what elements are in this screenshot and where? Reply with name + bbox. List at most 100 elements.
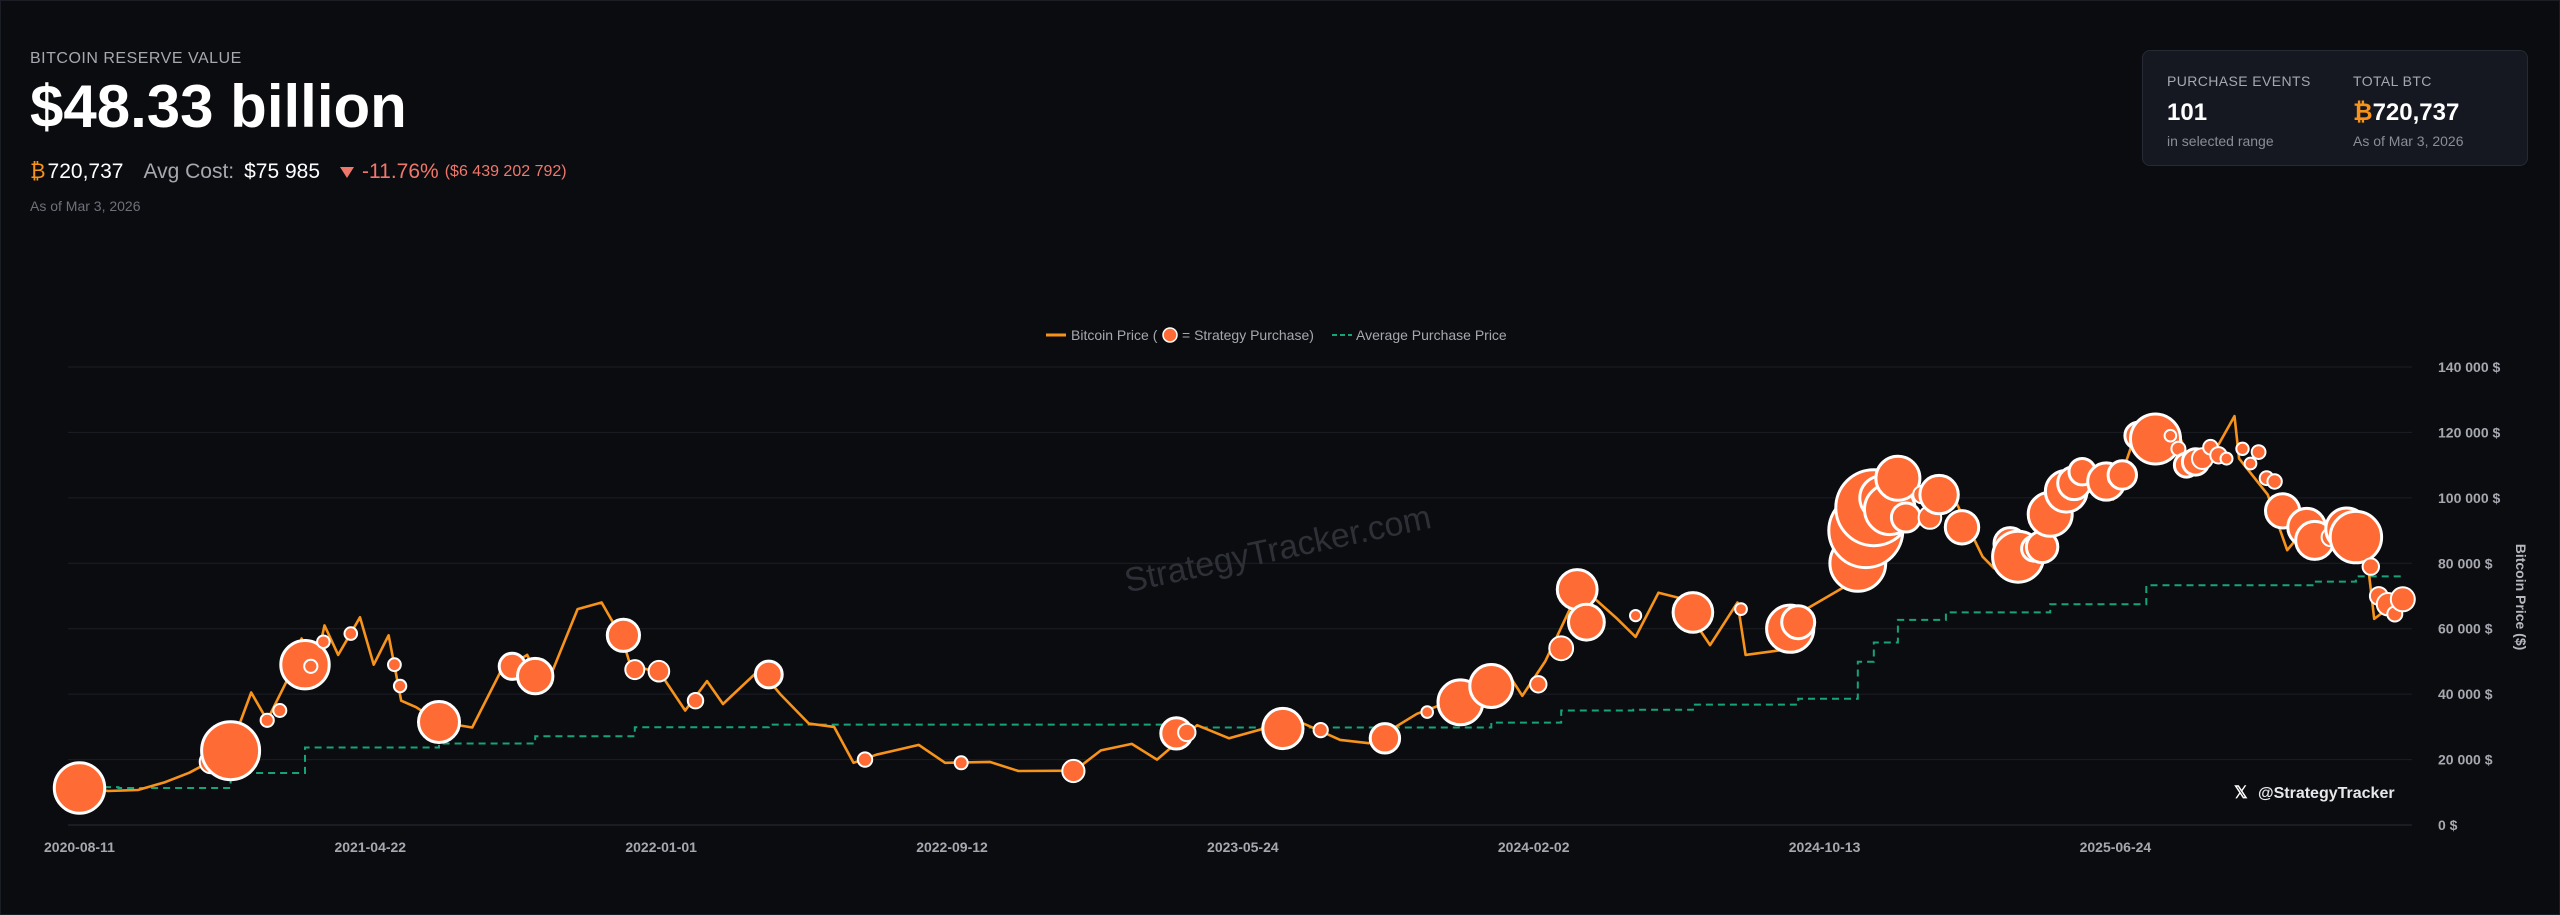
- purchase-marker[interactable]: [1780, 604, 1817, 641]
- x-tick-label: 2025-06-24: [2080, 839, 2152, 855]
- purchase-marker[interactable]: [1529, 675, 1548, 694]
- watermark: StrategyTracker.com: [1121, 498, 1434, 600]
- purchase-marker[interactable]: [2129, 412, 2182, 466]
- reserve-value: $48.33 billion: [30, 73, 407, 140]
- legend-purchase-label: = Strategy Purchase): [1182, 327, 1314, 343]
- purchase-marker[interactable]: [2219, 451, 2234, 466]
- y-tick-label: 140 000 $: [2438, 359, 2500, 375]
- purchase-marker[interactable]: [1671, 591, 1715, 634]
- as-of-date: As of Mar 3, 2026: [30, 198, 141, 214]
- purchase-marker[interactable]: [647, 659, 671, 683]
- purchase-marker[interactable]: [2389, 586, 2416, 613]
- avg-cost-label: Avg Cost:: [143, 160, 235, 183]
- purchase-marker[interactable]: [343, 626, 359, 641]
- purchase-marker[interactable]: [1312, 722, 1329, 739]
- x-logo-icon: 𝕏: [2234, 783, 2248, 802]
- purchase-marker[interactable]: [1177, 722, 1197, 743]
- purchase-marker[interactable]: [1734, 602, 1748, 616]
- purchase-marker[interactable]: [303, 658, 319, 674]
- purchase-marker[interactable]: [605, 617, 642, 653]
- purchase-marker[interactable]: [392, 678, 408, 694]
- purchase-marker[interactable]: [1261, 706, 1305, 751]
- total-btc-amount: 720,737: [2372, 99, 2460, 126]
- y-tick-label: 60 000 $: [2438, 621, 2493, 637]
- x-axis-ticks: 2020-08-11 2021-04-22 2022-01-01 2022-09-12…: [44, 839, 2151, 855]
- purchase-events-value: 101: [2167, 99, 2208, 126]
- purchase-marker[interactable]: [259, 712, 275, 728]
- btc-amount: 720,737: [47, 160, 124, 183]
- y-tick-label: 100 000 $: [2438, 490, 2500, 506]
- purchase-marker[interactable]: [1368, 722, 1402, 755]
- change-percent: -11.76%: [362, 160, 439, 183]
- purchase-marker[interactable]: [1567, 602, 1606, 642]
- y-tick-label: 20 000 $: [2438, 752, 2493, 768]
- legend-purchase-swatch: [1162, 327, 1178, 343]
- purchase-summary-card: PURCHASE EVENTS 101 in selected range TO…: [2142, 50, 2528, 166]
- x-tick-label: 2020-08-11: [44, 839, 115, 855]
- purchase-marker[interactable]: [316, 634, 331, 650]
- total-btc-stat: TOTAL BTC ₿720,737 As of Mar 3, 2026: [2353, 73, 2464, 149]
- purchase-marker[interactable]: [272, 703, 288, 718]
- purchase-marker[interactable]: [2163, 428, 2178, 443]
- purchase-marker[interactable]: [1061, 758, 1086, 784]
- purchase-marker[interactable]: [2266, 473, 2283, 490]
- purchase-events-stat: PURCHASE EVENTS 101 in selected range: [2167, 73, 2311, 149]
- btc-symbol-icon: ₿: [2353, 99, 2373, 126]
- legend-avg-label: Average Purchase Price: [1356, 327, 1507, 343]
- credit-tag: 𝕏 @StrategyTracker: [2234, 783, 2395, 802]
- y-tick-label: 0 $: [2438, 817, 2458, 833]
- total-btc-value: ₿720,737: [2353, 99, 2464, 127]
- x-tick-label: 2024-10-13: [1789, 839, 1861, 855]
- purchase-events-sub: in selected range: [2167, 133, 2274, 149]
- purchase-marker[interactable]: [1629, 609, 1643, 623]
- purchase-marker[interactable]: [2250, 444, 2267, 461]
- x-tick-label: 2022-09-12: [916, 839, 988, 855]
- purchase-markers: [52, 412, 2416, 815]
- y-axis-ticks: 0 $ 20 000 $ 40 000 $ 60 000 $ 80 000 $ 100 0…: [2438, 359, 2500, 833]
- purchase-marker[interactable]: [856, 751, 874, 768]
- x-tick-label: 2023-05-24: [1207, 839, 1279, 855]
- purchase-marker[interactable]: [387, 657, 402, 673]
- purchase-marker[interactable]: [417, 700, 461, 744]
- chart-gridlines: [68, 366, 2412, 826]
- total-btc-label: TOTAL BTC: [2353, 73, 2432, 89]
- purchase-marker[interactable]: [200, 720, 262, 782]
- purchase-marker[interactable]: [953, 755, 969, 771]
- x-tick-label: 2024-02-02: [1498, 839, 1570, 855]
- purchase-marker[interactable]: [2235, 441, 2250, 456]
- purchase-marker[interactable]: [516, 656, 555, 696]
- purchase-marker[interactable]: [1918, 473, 1960, 516]
- purchase-marker[interactable]: [1943, 509, 1981, 546]
- x-tick-label: 2022-01-01: [625, 839, 697, 855]
- legend-price-label: Bitcoin Price (: [1071, 327, 1158, 343]
- btc-symbol-icon: ₿: [30, 160, 46, 183]
- credit-handle: @StrategyTracker: [2258, 785, 2395, 802]
- chart-legend[interactable]: Bitcoin Price ( = Strategy Purchase) Ave…: [1046, 327, 1507, 343]
- purchase-marker[interactable]: [1548, 635, 1575, 662]
- purchase-marker[interactable]: [2243, 456, 2258, 471]
- reserve-label: BITCOIN RESERVE VALUE: [30, 50, 242, 67]
- reserve-summary: BITCOIN RESERVE VALUE $48.33 billion ₿ 7…: [30, 50, 567, 214]
- y-tick-label: 40 000 $: [2438, 686, 2493, 702]
- y-axis-label: Bitcoin Price ($): [2513, 544, 2529, 651]
- purchase-marker[interactable]: [686, 692, 705, 710]
- purchase-marker[interactable]: [624, 659, 646, 681]
- purchase-marker[interactable]: [2361, 557, 2381, 576]
- purchase-marker[interactable]: [2106, 459, 2139, 491]
- purchase-marker[interactable]: [1468, 663, 1515, 709]
- purchase-marker[interactable]: [52, 761, 107, 815]
- purchase-marker[interactable]: [1420, 705, 1434, 719]
- down-arrow-icon: [340, 167, 355, 178]
- change-absolute: ($6 439 202 792): [444, 163, 567, 180]
- total-btc-sub: As of Mar 3, 2026: [2353, 133, 2464, 149]
- y-tick-label: 120 000 $: [2438, 424, 2500, 440]
- avg-cost-value: $75 985: [244, 160, 321, 183]
- purchase-marker[interactable]: [1889, 501, 1922, 534]
- purchase-marker[interactable]: [1874, 454, 1922, 502]
- purchase-marker[interactable]: [2328, 509, 2384, 565]
- purchase-marker[interactable]: [753, 659, 784, 690]
- change-indicator: -11.76%: [340, 160, 439, 184]
- purchase-events-label: PURCHASE EVENTS: [2167, 73, 2311, 89]
- average-purchase-line: [68, 575, 2404, 789]
